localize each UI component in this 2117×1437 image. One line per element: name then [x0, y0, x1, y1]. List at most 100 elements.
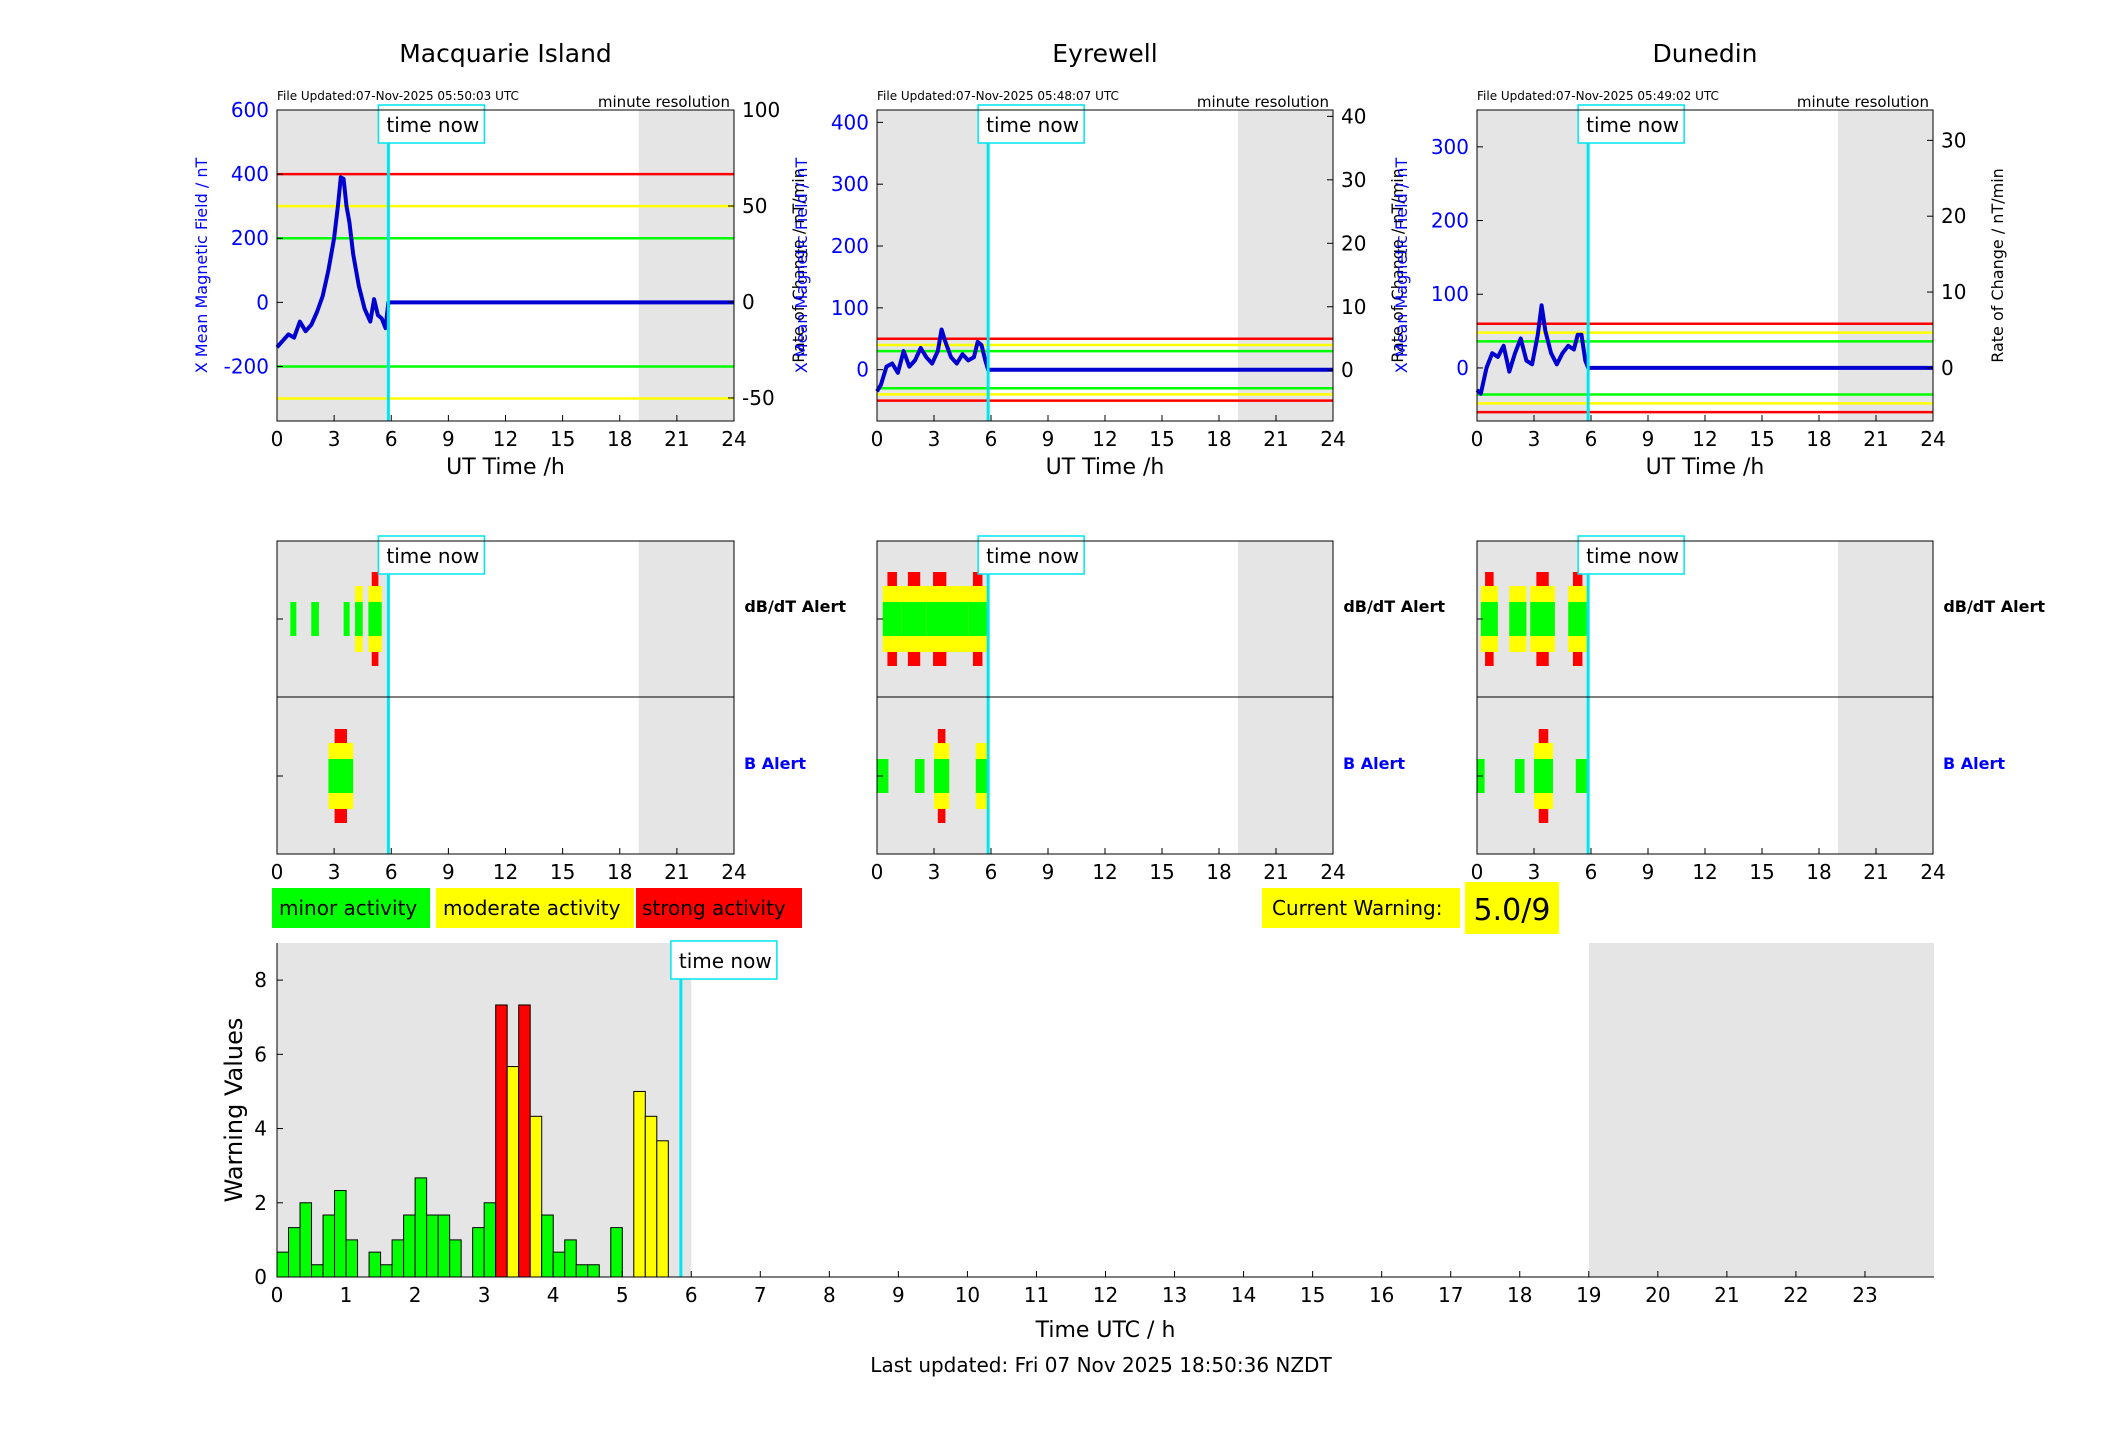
x-tick-label: 21 — [1263, 427, 1288, 451]
current-warning-label-box — [1262, 888, 1460, 928]
y-tick-label: 0 — [256, 290, 269, 314]
y2-tick-label: 20 — [1941, 204, 1966, 228]
x-tick-label: 12 — [1692, 427, 1717, 451]
x-tick-label: 18 — [1507, 1283, 1532, 1307]
y-tick-label: 2 — [254, 1191, 267, 1215]
dbdt-alert-minor-bar — [311, 602, 319, 636]
time-now-label-box — [377, 104, 486, 144]
shaded-region — [1838, 110, 1933, 421]
warning-bar — [506, 1066, 520, 1278]
x-tick-label: 3 — [328, 860, 341, 884]
dbdt-alert-minor-bar — [355, 602, 363, 636]
x-tick-label: 1 — [340, 1283, 353, 1307]
x-tick-label: 24 — [1920, 427, 1945, 451]
x-tick-label: 6 — [385, 860, 398, 884]
dbdt-alert-minor-bar — [1480, 602, 1498, 636]
y-tick-label: 0 — [1456, 356, 1469, 380]
y2-axis-label: Rate of Change / nT/min — [1988, 168, 2007, 363]
activity-legend: minor activity moderate activity strong … — [272, 888, 802, 928]
current-warning-value-box — [1465, 882, 1559, 934]
warning-bar — [552, 1251, 566, 1278]
time-now-label: time now — [386, 544, 479, 568]
y2-tick-label: 0 — [1941, 356, 1954, 380]
x-axis-label: UT Time /h — [1646, 455, 1765, 480]
x-tick-label: 6 — [385, 427, 398, 451]
shaded-region — [277, 110, 389, 421]
x-tick-label: 15 — [1149, 427, 1174, 451]
y2-tick-label: 0 — [742, 290, 755, 314]
x-tick-label: 21 — [1863, 860, 1888, 884]
warning-bar — [633, 1090, 646, 1278]
x-tick-label: 12 — [1092, 427, 1117, 451]
legend-minor-label: minor activity — [279, 896, 417, 920]
warning-bar — [449, 1239, 462, 1278]
dbdt-alert-minor-bar — [901, 602, 927, 636]
warning-bar — [483, 1202, 497, 1278]
b-alert-minor-bar — [934, 759, 950, 793]
shaded-region — [638, 110, 734, 421]
alert-panel-eyrewell: time now 0 3 6 9 12 15 18 21 24 dB/dT Alert B Alert — [871, 535, 1445, 884]
x-tick-label: 0 — [271, 427, 284, 451]
y-tick-label: 200 — [1431, 209, 1469, 233]
y-tick-label: 200 — [231, 226, 269, 250]
x-tick-label: 5 — [616, 1283, 629, 1307]
x-tick-label: 21 — [664, 427, 689, 451]
time-now-label-box — [1577, 535, 1685, 575]
x-tick-label: 0 — [271, 1283, 284, 1307]
x-tick-label: 3 — [1528, 860, 1541, 884]
x-tick-label: 9 — [892, 1283, 905, 1307]
y2-tick-label: 30 — [1341, 168, 1366, 192]
warning-bar — [564, 1239, 577, 1278]
x-tick-label: 18 — [607, 427, 632, 451]
resolution-text: minute resolution — [1797, 93, 1929, 111]
y2-tick-label: -50 — [742, 386, 775, 410]
warning-bar — [299, 1202, 313, 1278]
b-alert-minor-bar — [915, 759, 925, 793]
shaded-region — [1588, 943, 1934, 1277]
dbdt-alert-minor-bar — [926, 602, 953, 636]
x-tick-label: 0 — [871, 860, 884, 884]
time-now-label: time now — [1586, 113, 1679, 137]
b-alert-minor-bar — [1575, 759, 1588, 793]
x-tick-label: 21 — [1263, 860, 1288, 884]
x-tick-label: 24 — [721, 427, 746, 451]
warning-bar — [587, 1264, 600, 1278]
y-tick-label: 100 — [831, 296, 869, 320]
warning-bar — [391, 1239, 405, 1278]
time-now-label-box — [377, 535, 486, 575]
dbdt-alert-label: dB/dT Alert — [1343, 597, 1445, 616]
y2-tick-label: 100 — [742, 98, 780, 122]
field-series-line — [1475, 303, 1933, 396]
x-tick-label: 12 — [493, 427, 518, 451]
x-tick-label: 9 — [1042, 427, 1055, 451]
warning-bar — [529, 1115, 543, 1278]
x-tick-label: 12 — [493, 860, 518, 884]
warning-bar — [495, 1004, 508, 1278]
x-tick-label: 24 — [1320, 860, 1345, 884]
x-tick-label: 0 — [271, 860, 284, 884]
x-tick-label: 15 — [1149, 860, 1174, 884]
x-tick-label: 9 — [442, 427, 455, 451]
dbdt-alert-minor-bar — [953, 602, 969, 636]
y-axis-label: X Mean Magnetic Field / nT — [792, 158, 811, 374]
warning-bar — [322, 1214, 336, 1278]
warning-bar — [426, 1214, 439, 1278]
field-series-line — [875, 327, 1333, 393]
x-axis-label: UT Time /h — [1046, 455, 1165, 480]
time-now-label: time now — [386, 113, 479, 137]
x-tick-label: 15 — [1749, 860, 1774, 884]
b-alert-label: B Alert — [1943, 754, 2005, 773]
x-tick-label: 17 — [1438, 1283, 1463, 1307]
b-alert-minor-bar — [1515, 759, 1525, 793]
x-tick-label: 6 — [1585, 427, 1598, 451]
legend-minor-swatch — [272, 888, 430, 928]
x-tick-label: 20 — [1645, 1283, 1670, 1307]
y-tick-label: 600 — [231, 98, 269, 122]
x-tick-label: 9 — [1642, 427, 1655, 451]
b-alert-minor-bar — [328, 759, 354, 793]
x-tick-label: 6 — [985, 427, 998, 451]
y2-tick-label: 30 — [1941, 128, 1966, 152]
